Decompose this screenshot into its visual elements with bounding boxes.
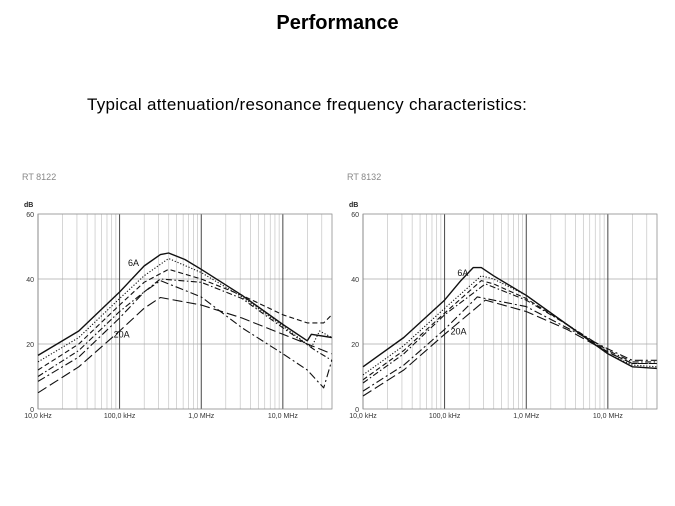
series-line-0 [362, 266, 657, 370]
x-tick-label: 10,0 MHz [593, 413, 623, 420]
chart-rt-8132: RT 8132 dB 0 20 40 60 10,0 kHz 100,0 kHz 1,0 MHz… [347, 172, 658, 420]
y-tick-label: 60 [26, 212, 34, 219]
y-tick-label: 0 [30, 407, 34, 414]
y-tick-label: 20 [351, 342, 359, 349]
y-tick-label: 40 [26, 277, 34, 284]
x-tick-label: 1,0 MHz [513, 413, 540, 420]
series-annotation: 20A [451, 326, 467, 336]
chart-rt-8122: RT 8122 dB 0 20 40 60 10,0 kHz 100,0 kHz 1,0 MHz… [22, 172, 333, 420]
x-tick-label: 10,0 kHz [24, 413, 52, 420]
series-line-0 [37, 252, 332, 357]
series-line-3 [362, 283, 657, 384]
y-tick-label: 40 [351, 277, 359, 284]
slide-title: Performance [276, 12, 399, 34]
y-axis-label: dB [24, 202, 33, 209]
x-tick-label: 100,0 kHz [104, 413, 136, 420]
y-axis-label: dB [349, 202, 358, 209]
x-tick-label: 1,0 MHz [188, 413, 215, 420]
slide-subtitle: Typical attenuation/resonance frequency … [87, 95, 528, 114]
series-annotation: 6A [457, 268, 468, 278]
series-line-3 [37, 278, 333, 377]
y-tick-label: 60 [351, 212, 359, 219]
y-tick-label: 20 [26, 342, 34, 349]
series-line-4 [362, 296, 657, 392]
series-line-1 [37, 257, 333, 363]
y-tick-label: 0 [355, 407, 359, 414]
x-tick-label: 10,0 MHz [268, 413, 298, 420]
series-line-2 [37, 268, 333, 371]
x-tick-label: 10,0 kHz [349, 413, 377, 420]
x-tick-label: 100,0 kHz [429, 413, 461, 420]
plot-frame [362, 213, 658, 410]
series-line-5 [37, 296, 333, 394]
series-annotation: 20A [114, 330, 130, 340]
series-annotation: 6A [128, 258, 139, 268]
plot-frame [37, 213, 333, 410]
chart-title: RT 8132 [347, 172, 381, 182]
chart-title: RT 8122 [22, 172, 56, 182]
series-line-2 [362, 280, 657, 381]
series-line-5 [362, 299, 657, 397]
series-line-4 [37, 280, 333, 389]
